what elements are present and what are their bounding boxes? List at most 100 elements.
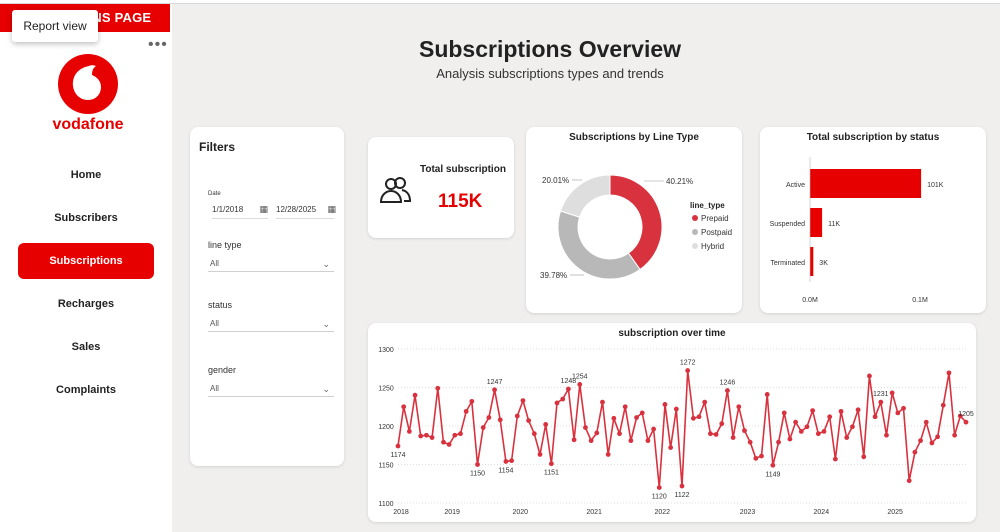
chevron-down-icon: ⌄ [322,259,330,269]
chevron-down-icon: ⌄ [322,384,330,394]
nav-item-home[interactable]: Home [70,169,102,181]
trend-point [940,402,946,408]
trend-point-label: 1174 [390,452,405,459]
trend-point-label: 1246 [720,380,736,387]
date-filter-label: Date [208,191,221,197]
x-tick-label: 2023 [740,509,756,516]
trend-point [759,453,764,459]
trend-point [634,415,639,420]
vodafone-logo: vodafone [48,52,128,138]
donut-chart: 40.21% 39.78% 20.01% line_type Prepaid Postpa… [540,174,732,280]
date-from-input[interactable]: 1/1/2018 ▦ [212,204,268,219]
trend-point [429,435,435,440]
donut-chart-title: Subscriptions by Line Type [569,132,699,143]
y-tick-label: 1250 [378,386,394,393]
trend-point [952,432,958,438]
trend-point-label: 1120 [652,494,667,501]
gender-filter-label: gender [208,365,237,375]
trend-point [628,438,634,444]
trend-point [395,443,401,449]
trend-point [708,431,713,437]
bar-category-suspended: Suspended [770,221,806,228]
trend-point [588,438,594,444]
x-tick-label: 2018 [393,509,409,516]
trend-point [571,437,577,443]
bar-value-terminated: 3K [819,260,828,267]
donut-slice-prepaid [609,174,663,271]
trend-point [577,382,583,387]
nav-item-subscriptions[interactable]: Subscriptions [18,243,154,279]
trend-point [844,435,850,440]
trend-point [645,438,651,444]
bar-value-active: 101K [927,182,944,189]
status-chart-title: Total subscription by status [806,132,940,143]
trend-point [554,400,560,406]
trend-point [560,396,566,402]
nav-item-recharges[interactable]: Recharges [57,298,115,310]
kpi-card: Total subscription 115K [368,137,514,238]
page-banner-label: ONS PAGE [82,10,152,25]
nav-item-complaints[interactable]: Complaints [56,384,116,396]
trend-point-label: 1149 [765,471,780,478]
trend-point [713,432,719,437]
trend-point [901,405,906,411]
trend-point [810,408,816,413]
trend-point [668,445,674,450]
status-bar-card: Total subscription by status Active 101K S… [760,127,986,313]
status-bar-chart: Active 101K Suspended 11K Terminated 3K 0.0M 0.… [770,157,944,304]
trend-point-label: 1122 [674,492,689,499]
trend-point [452,432,458,438]
donut-slice-hybrid [559,174,611,218]
gender-value: All [210,384,219,393]
trend-point [611,415,617,421]
donut-slice-postpaid [557,210,641,280]
status-dropdown[interactable]: All ⌄ [208,316,334,332]
kpi-title: Total subscription [420,164,506,175]
trend-point [730,435,736,440]
trend-point [957,413,963,419]
bar-x-tick: 0.0M [802,297,818,304]
line-type-donut-card: Subscriptions by Line Type 40.21% 39.78% 2… [526,127,742,313]
users-icon [378,175,412,210]
x-tick-label: 2024 [814,509,830,516]
bar-active [810,169,922,198]
trend-point [463,408,469,414]
line-type-dropdown[interactable]: All ⌄ [208,256,334,272]
gender-dropdown[interactable]: All ⌄ [208,381,334,397]
date-to-input[interactable]: 12/28/2025 ▦ [276,204,336,219]
trend-point [895,410,901,416]
trend-point [492,387,497,393]
nav-item-sales[interactable]: Sales [71,341,101,353]
trend-point [889,390,895,396]
calendar-icon[interactable]: ▦ [259,204,268,214]
trend-point [673,406,679,412]
filters-title: Filters [199,140,236,154]
top-edge [0,0,1000,4]
trend-point-label: 1247 [487,379,503,386]
calendar-icon[interactable]: ▦ [327,204,336,214]
trend-point [469,398,475,404]
trend-point [594,430,600,436]
legend-label-prepaid: Prepaid [701,214,729,223]
trend-point-label: 1150 [470,471,485,478]
trend-point [798,428,804,434]
trend-point [742,428,747,434]
legend-label-hybrid: Hybrid [701,242,724,251]
trend-point [747,439,753,445]
trend-point [827,414,833,420]
trend-point-label: 1151 [544,470,559,477]
trend-point [605,452,611,457]
trend-point [906,478,912,484]
bar-value-suspended: 11K [828,221,840,228]
more-options-icon[interactable]: ••• [148,36,168,53]
line-chart: 1100 1150 1200 1250 1300 2018 2019 2020 2021 2022… [378,347,974,516]
trend-line-card: subscription over time 1100 1150 1200 1250 1… [368,323,976,522]
trend-point [537,452,543,457]
logo-text: vodafone [52,116,124,133]
trend-point [787,436,793,442]
trend-point [912,449,918,455]
page-title: Subscriptions Overview [418,36,682,62]
trend-point [878,399,884,405]
trend-point-label: 1254 [572,373,588,380]
nav-item-subscribers[interactable]: Subscribers [54,212,118,224]
